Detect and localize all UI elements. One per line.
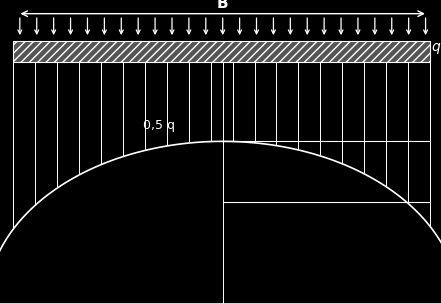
Bar <box>13 41 430 62</box>
Text: B: B <box>217 0 228 11</box>
Text: q: q <box>431 40 440 54</box>
Text: 1,0 q: 1,0 q <box>121 180 153 193</box>
Text: 0,5 q: 0,5 q <box>143 119 175 132</box>
Polygon shape <box>0 141 441 304</box>
